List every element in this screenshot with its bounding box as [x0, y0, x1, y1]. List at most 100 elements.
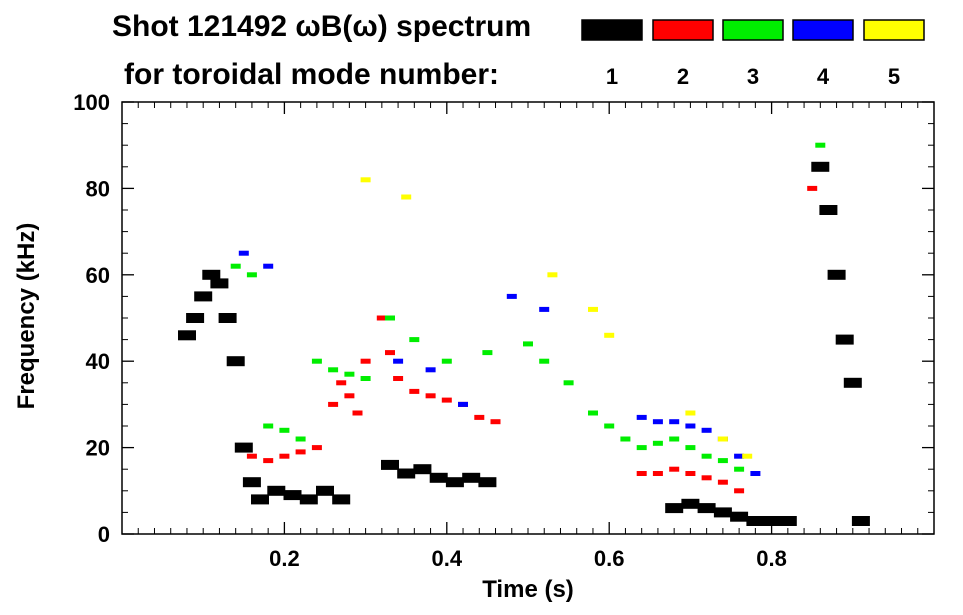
x-tick-label: 0.2 — [269, 546, 300, 571]
mark-n3-10 — [409, 337, 420, 343]
x-tick-label: 0.6 — [594, 546, 625, 571]
y-tick-label: 60 — [86, 263, 110, 288]
mark-n5-4 — [604, 332, 615, 338]
mark-n2-17 — [474, 414, 485, 420]
legend-swatch-3 — [722, 19, 784, 41]
mark-n3-14 — [539, 358, 550, 364]
mark-n3-6 — [328, 367, 339, 373]
mark-n3-16 — [588, 410, 598, 416]
mark-n3-4 — [295, 436, 306, 442]
mark-n1-2 — [194, 291, 213, 302]
mark-n4-14 — [750, 471, 761, 476]
mark-n2-12 — [393, 376, 404, 381]
mark-n1-23 — [681, 498, 700, 509]
mark-n2-21 — [669, 466, 680, 472]
y-tick-label: 100 — [73, 90, 110, 115]
mark-n5-6 — [717, 436, 728, 442]
mark-n1-25 — [713, 507, 732, 518]
legend-swatch-2 — [652, 19, 714, 41]
legend-swatch-4 — [792, 19, 854, 41]
mark-n1-24 — [697, 503, 716, 514]
mark-n3-12 — [482, 350, 493, 356]
mark-n5-3 — [588, 306, 598, 312]
mark-n1-20 — [462, 472, 481, 483]
mark-n2-11 — [385, 350, 395, 356]
legend-swatch-5 — [863, 19, 925, 41]
x-tick-label: 0.4 — [432, 546, 463, 571]
mark-n1-7 — [234, 442, 253, 453]
mark-n4-5 — [506, 293, 517, 299]
chart-title-line2: for toroidal mode number: — [124, 58, 499, 91]
mark-n1-19 — [445, 477, 464, 488]
mark-n1-27 — [746, 516, 765, 526]
mark-n1-17 — [413, 464, 432, 475]
mark-n4-0 — [238, 250, 249, 256]
y-tick-label: 20 — [86, 436, 110, 461]
mark-n3-13 — [523, 341, 533, 347]
mark-n2-25 — [734, 488, 745, 494]
mark-n1-18 — [429, 472, 448, 483]
mark-n3-9 — [385, 315, 395, 321]
mark-n2-2 — [279, 453, 290, 459]
mark-n1-32 — [827, 269, 846, 280]
mark-n1-0 — [178, 330, 196, 341]
mark-n1-26 — [730, 511, 749, 522]
mark-n4-6 — [539, 306, 550, 312]
mark-n5-1 — [401, 194, 412, 200]
mark-n1-28 — [762, 516, 781, 526]
mark-n1-13 — [316, 485, 334, 496]
mark-n3-3 — [279, 427, 290, 433]
mark-n2-18 — [490, 419, 501, 425]
mark-n3-20 — [652, 440, 663, 446]
y-tick-label: 0 — [98, 522, 110, 547]
mark-n2-26 — [807, 185, 818, 191]
mark-n3-8 — [360, 376, 371, 381]
data-marks — [178, 142, 870, 526]
mark-n3-0 — [230, 263, 241, 269]
mark-n2-3 — [295, 449, 306, 455]
mark-n2-14 — [425, 393, 436, 399]
mark-n2-24 — [717, 479, 728, 485]
y-tick-label: 80 — [86, 176, 110, 201]
mark-n1-5 — [218, 313, 237, 323]
mark-n3-25 — [734, 466, 745, 472]
mark-n2-23 — [701, 475, 712, 481]
mark-n1-3 — [202, 269, 221, 280]
y-tick-label: 40 — [86, 349, 110, 374]
mark-n5-7 — [742, 453, 753, 459]
mark-n2-8 — [352, 410, 363, 416]
mark-n1-1 — [186, 313, 205, 323]
mark-n1-6 — [226, 356, 245, 367]
mark-n1-8 — [242, 477, 261, 488]
mark-n2-9 — [360, 358, 371, 364]
mark-n1-21 — [478, 477, 497, 488]
mark-n3-21 — [669, 436, 680, 442]
mark-n4-4 — [458, 401, 468, 407]
mark-n5-5 — [685, 410, 696, 416]
mark-n4-7 — [636, 414, 647, 420]
legend: 1 2 3 4 5 — [581, 19, 925, 89]
mark-n2-1 — [263, 458, 274, 464]
legend-label-5: 5 — [888, 64, 900, 89]
mark-n2-22 — [685, 471, 696, 476]
mark-n4-3 — [425, 367, 436, 373]
chart-title-line1: Shot 121492 ωB(ω) spectrum — [112, 10, 531, 43]
mark-n5-0 — [360, 177, 371, 183]
mark-n3-17 — [604, 423, 615, 429]
mark-n3-2 — [263, 423, 274, 429]
mark-n3-26 — [815, 142, 826, 148]
mark-n1-14 — [332, 494, 351, 505]
legend-label-3: 3 — [747, 64, 759, 89]
plot-area: 0.2 0.4 0.6 0.8 0 20 40 60 80 100 — [73, 90, 935, 571]
mark-n3-5 — [311, 358, 322, 364]
mark-n1-16 — [397, 468, 416, 479]
mark-n1-35 — [851, 516, 870, 526]
mark-n3-18 — [620, 436, 631, 442]
mark-n1-22 — [665, 503, 684, 514]
mark-n4-8 — [652, 419, 663, 425]
mark-n1-4 — [210, 278, 229, 289]
mark-n4-9 — [669, 419, 680, 425]
y-axis-label: Frequency (kHz) — [13, 223, 40, 410]
mark-n1-9 — [251, 494, 269, 505]
